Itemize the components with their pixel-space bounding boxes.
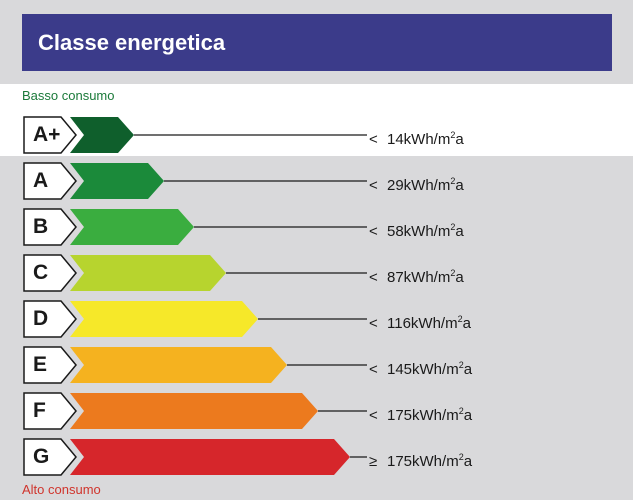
class-letter: D — [33, 307, 49, 330]
class-threshold: ≥175kWh/m2a — [369, 439, 472, 475]
threshold-unit-exponent: 2 — [450, 130, 456, 140]
class-letter-box — [23, 116, 77, 154]
class-letter: F — [33, 399, 46, 422]
class-threshold: <14kWh/m2a — [369, 117, 464, 153]
threshold-unit-exponent: 2 — [450, 222, 456, 232]
threshold-value: 14kWh/m — [387, 131, 451, 148]
threshold-unit-exponent: 2 — [458, 360, 464, 370]
energy-class-row: A+ <14kWh/m2a — [0, 116, 633, 154]
class-letter-box — [23, 438, 77, 476]
class-threshold: <145kWh/m2a — [369, 347, 472, 383]
threshold-operator: < — [369, 407, 378, 424]
threshold-unit-suffix: a — [455, 223, 464, 240]
threshold-value: 29kWh/m — [387, 177, 451, 194]
threshold-value: 58kWh/m — [387, 223, 451, 240]
threshold-operator: < — [369, 223, 378, 240]
class-letter: A+ — [33, 123, 61, 146]
class-bar — [70, 393, 318, 429]
threshold-operator: ≥ — [369, 453, 378, 470]
class-letter: A — [33, 169, 49, 192]
threshold-unit-suffix: a — [463, 361, 473, 378]
energy-class-row: F <175kWh/m2a — [0, 392, 633, 430]
threshold-operator: < — [369, 131, 378, 148]
threshold-unit-exponent: 2 — [450, 176, 456, 186]
threshold-operator: < — [369, 177, 378, 194]
energy-class-row: G ≥175kWh/m2a — [0, 438, 633, 476]
threshold-operator: < — [369, 361, 378, 378]
threshold-unit-suffix: a — [462, 315, 471, 332]
threshold-unit-suffix: a — [463, 453, 473, 470]
threshold-unit-suffix: a — [455, 131, 464, 148]
energy-class-row: D <116kWh/m2a — [0, 300, 633, 338]
threshold-unit-exponent: 2 — [457, 314, 463, 324]
class-letter-box — [23, 346, 77, 384]
threshold-value: 87kWh/m — [387, 269, 451, 286]
class-letter-box — [23, 392, 77, 430]
class-letter: E — [33, 353, 48, 376]
class-bar — [70, 255, 226, 291]
class-bar — [70, 439, 350, 475]
class-bar — [70, 347, 287, 383]
threshold-unit-exponent: 2 — [458, 452, 464, 462]
class-threshold: <116kWh/m2a — [369, 301, 471, 337]
class-letter: C — [33, 261, 49, 284]
threshold-unit-suffix: a — [455, 177, 464, 194]
class-letter-box — [23, 300, 77, 338]
class-letter: G — [33, 445, 50, 468]
class-letter-box — [23, 254, 77, 292]
class-letter-box — [23, 162, 77, 200]
threshold-value: 116kWh/m — [387, 315, 458, 332]
energy-class-row: C <87kWh/m2a — [0, 254, 633, 292]
threshold-unit-exponent: 2 — [450, 268, 456, 278]
threshold-operator: < — [369, 315, 378, 332]
energy-class-row: A <29kWh/m2a — [0, 162, 633, 200]
class-bar — [70, 301, 258, 337]
page-title: Classe energetica — [22, 14, 612, 71]
low-consumption-label: Basso consumo — [22, 88, 115, 103]
threshold-value: 145kWh/m — [387, 361, 459, 378]
high-consumption-label: Alto consumo — [22, 482, 101, 497]
threshold-unit-suffix: a — [463, 407, 473, 424]
threshold-unit-exponent: 2 — [458, 406, 464, 416]
threshold-unit-suffix: a — [455, 269, 464, 286]
threshold-value: 175kWh/m — [387, 407, 459, 424]
threshold-operator: < — [369, 269, 378, 286]
class-bar — [70, 117, 134, 153]
class-bar — [70, 163, 164, 199]
energy-class-row: E <145kWh/m2a — [0, 346, 633, 384]
class-threshold: <87kWh/m2a — [369, 255, 464, 291]
class-threshold: <58kWh/m2a — [369, 209, 464, 245]
class-letter-box — [23, 208, 77, 246]
class-threshold: <29kWh/m2a — [369, 163, 464, 199]
threshold-value: 175kWh/m — [387, 453, 459, 470]
class-bar — [70, 209, 194, 245]
class-threshold: <175kWh/m2a — [369, 393, 472, 429]
energy-class-row: B <58kWh/m2a — [0, 208, 633, 246]
class-letter: B — [33, 215, 49, 238]
